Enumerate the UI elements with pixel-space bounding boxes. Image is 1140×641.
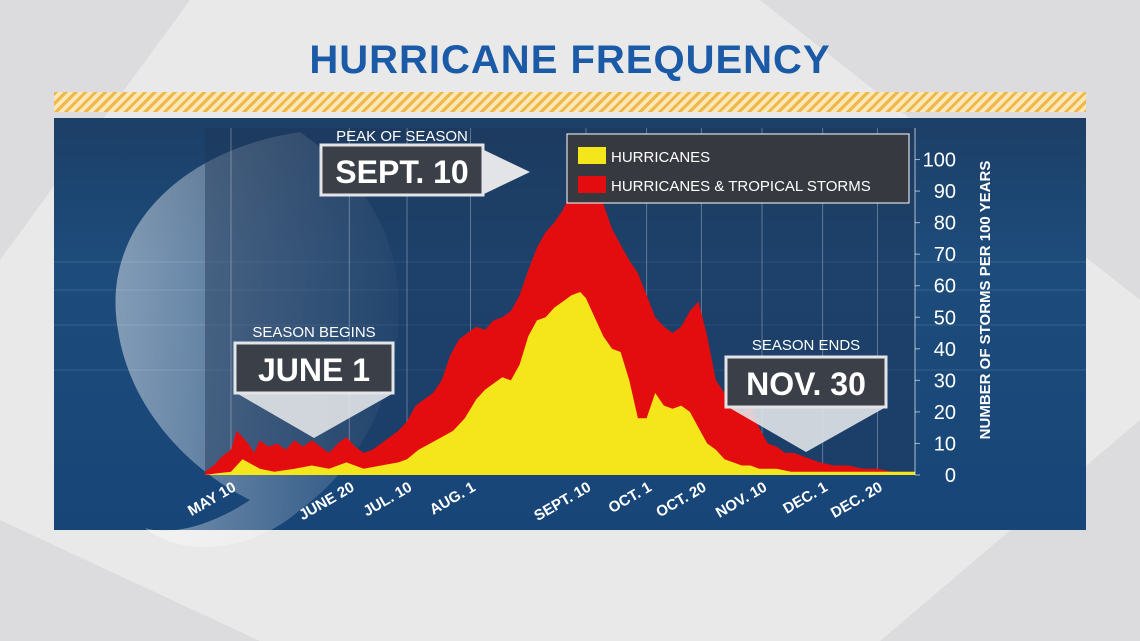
y-tick-label-0: 0 [945,465,956,487]
decorative-hatch-band [54,92,1086,112]
page-title: HURRICANE FREQUENCY [309,38,831,82]
y-tick-label-70: 70 [934,244,956,266]
season-begins-caption: SEASON BEGINS [252,324,375,341]
legend-box [566,133,910,204]
legend-label-tropical-storms: HURRICANES & TROPICAL STORMS [611,178,871,195]
y-tick-label-40: 40 [934,339,956,361]
peak-value: SEPT. 10 [335,154,468,190]
y-axis-title: NUMBER OF STORMS PER 100 YEARS [977,161,994,440]
peak-pointer-arrow [484,150,530,194]
peak-value-box [319,143,485,197]
legend-swatch-tropical-storms [578,176,606,193]
y-tick-label-30: 30 [934,370,956,392]
callout-peak-of-season: PEAK OF SEASON SEPT. 10 [319,128,530,197]
legend-label-hurricanes: HURRICANES [611,149,710,166]
season-begins-value-box [233,341,395,395]
season-ends-pointer-arrow [728,407,886,452]
peak-caption: PEAK OF SEASON [336,128,468,145]
y-tick-label-10: 10 [934,433,956,455]
y-axis-ticks: 0 10 20 30 40 50 60 70 80 90 100 [915,150,956,487]
season-ends-value: NOV. 30 [746,366,866,402]
legend-swatch-hurricanes [578,147,606,164]
area-series [205,159,915,475]
series-area-hurricanes [205,292,915,475]
y-tick-label-50: 50 [934,307,956,329]
y-tick-label-100: 100 [923,150,956,172]
legend: HURRICANES HURRICANES & TROPICAL STORMS [566,133,910,204]
y-tick-label-90: 90 [934,181,956,203]
season-begins-pointer-arrow [238,394,392,438]
y-tick-label-60: 60 [934,276,956,298]
callout-season-begins: SEASON BEGINS JUNE 1 [233,324,395,438]
season-begins-value: JUNE 1 [258,352,370,388]
hurricane-swirl-graphic [115,132,399,548]
season-ends-value-box [724,355,888,409]
y-tick-label-20: 20 [934,402,956,424]
season-ends-caption: SEASON ENDS [752,337,860,354]
callout-season-ends: SEASON ENDS NOV. 30 [724,337,888,452]
y-tick-label-80: 80 [934,213,956,235]
